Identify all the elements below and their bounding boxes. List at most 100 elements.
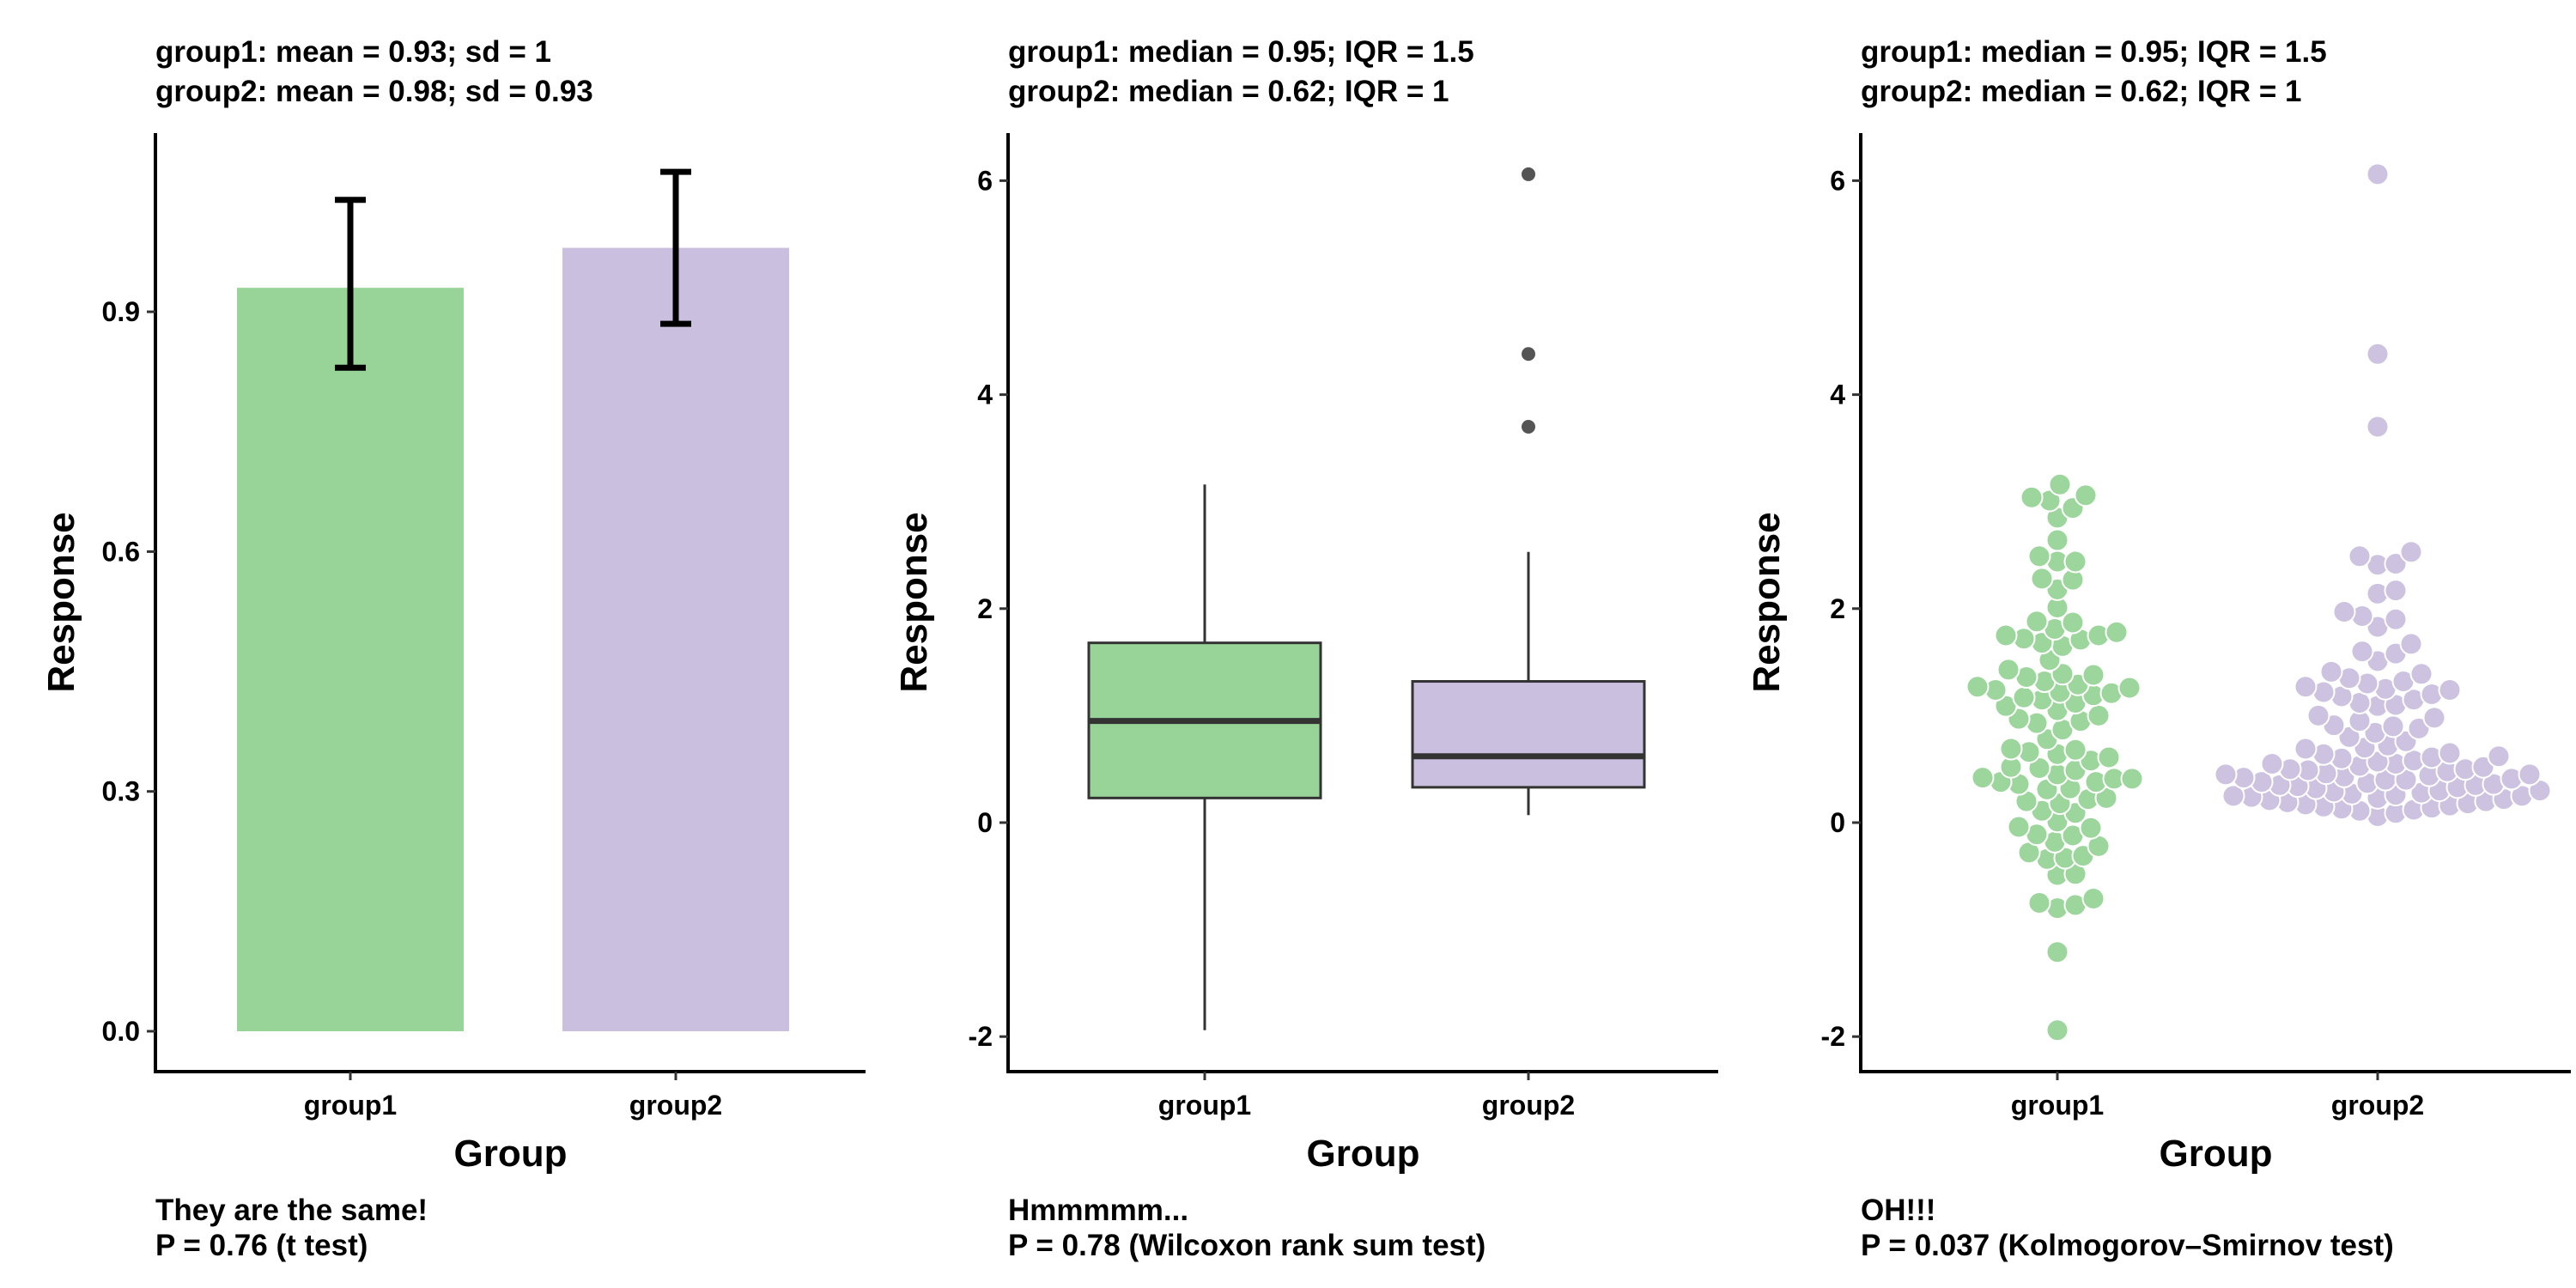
y-tick-label: 4 xyxy=(1830,380,1845,410)
data-point-group2 xyxy=(2306,703,2330,727)
data-point-group1 xyxy=(2020,485,2044,509)
data-point-group1 xyxy=(1999,737,2023,761)
caption-line: P = 0.037 (Kolmogorov–Smirnov test) xyxy=(1861,1229,2394,1262)
x-tick-label: group1 xyxy=(2011,1090,2104,1121)
data-point-group2 xyxy=(2350,640,2374,664)
panel-title-line: group1: median = 0.95; IQR = 1.5 xyxy=(1861,35,2327,69)
data-point-group2 xyxy=(2384,579,2408,603)
caption-line: They are the same! xyxy=(155,1194,428,1227)
data-point-group1 xyxy=(2120,767,2144,791)
data-point-group2 xyxy=(2399,540,2423,564)
caption-line: P = 0.78 (Wilcoxon rank sum test) xyxy=(1008,1229,1485,1262)
data-point-group1 xyxy=(2074,483,2098,507)
error-bar-group1 xyxy=(335,197,366,371)
data-point-group1 xyxy=(2048,472,2072,496)
y-tick-label: 0 xyxy=(977,807,993,838)
y-axis-title: Response xyxy=(40,512,82,692)
data-point-group1 xyxy=(2097,745,2121,769)
y-tick-label: 2 xyxy=(977,593,993,624)
x-axis-title: Group xyxy=(1307,1133,1420,1175)
data-point-group2 xyxy=(2399,632,2423,656)
data-point-group1 xyxy=(2007,815,2031,839)
y-tick-label: 6 xyxy=(1830,165,1845,196)
data-point-group1 xyxy=(2012,685,2036,709)
data-point-group1 xyxy=(2027,756,2051,780)
outlier-point xyxy=(1522,347,1535,361)
panel-1: group1: mean = 0.93; sd = 1 group2: mean … xyxy=(40,35,866,1262)
bar-group1 xyxy=(237,288,464,1031)
data-point-group1 xyxy=(2063,550,2087,574)
data-point-group2 xyxy=(2221,784,2245,808)
data-point-group2 xyxy=(2293,675,2318,699)
data-point-group1 xyxy=(2079,816,2103,840)
y-axis-title: Response xyxy=(893,512,935,692)
y-tick-label: 0.3 xyxy=(102,776,140,807)
box-group2 xyxy=(1411,680,1646,789)
data-point-group2 xyxy=(2214,762,2238,787)
data-point-group1 xyxy=(2045,940,2069,964)
panel-2: group1: median = 0.95; IQR = 1.5 group2: … xyxy=(893,35,1718,1262)
caption-line: OH!!! xyxy=(1861,1194,1935,1227)
panel-3: group1: median = 0.95; IQR = 1.5 group2: … xyxy=(1746,35,2571,1262)
y-tick-label: 0.6 xyxy=(102,536,140,567)
data-point-group1 xyxy=(2030,567,2054,591)
x-tick-label: group2 xyxy=(629,1090,722,1121)
data-point-group2 xyxy=(2337,725,2361,749)
x-tick-label: group1 xyxy=(1158,1090,1251,1121)
data-point-group2 xyxy=(2366,162,2390,186)
y-tick-label: 0.0 xyxy=(102,1016,140,1047)
y-axis-title: Response xyxy=(1746,512,1788,692)
data-point-group2 xyxy=(2348,544,2372,568)
y-tick-label: 2 xyxy=(1830,593,1845,624)
panel-title-line: group2: median = 0.62; IQR = 1 xyxy=(1008,75,1449,108)
bar-group2 xyxy=(562,247,789,1031)
data-point-group2 xyxy=(2260,751,2284,775)
data-point-group1 xyxy=(2105,620,2129,644)
y-tick-label: -2 xyxy=(1821,1021,1845,1052)
y-tick-label: 0.9 xyxy=(102,296,140,327)
data-point-group1 xyxy=(2081,886,2105,910)
y-tick-label: -2 xyxy=(969,1021,993,1052)
x-tick-label: group2 xyxy=(1482,1090,1575,1121)
data-point-group2 xyxy=(2438,741,2462,765)
data-point-group2 xyxy=(2422,706,2446,730)
data-point-group1 xyxy=(1996,658,2020,682)
panel-title-line: group2: mean = 0.98; sd = 0.93 xyxy=(155,75,593,108)
data-point-group1 xyxy=(1994,623,2018,647)
data-point-group1 xyxy=(1971,766,1995,790)
y-tick-label: 6 xyxy=(977,165,993,196)
caption-line: Hmmmmm... xyxy=(1008,1194,1188,1227)
error-bar-group2 xyxy=(660,168,691,327)
data-point-group2 xyxy=(2518,762,2542,787)
x-tick-label: group2 xyxy=(2331,1090,2424,1121)
data-point-group2 xyxy=(2293,737,2318,761)
outlier-point xyxy=(1522,419,1535,434)
x-tick-label: group1 xyxy=(304,1090,397,1121)
data-point-group1 xyxy=(2025,610,2049,634)
data-point-group1 xyxy=(2063,738,2087,762)
data-point-group1 xyxy=(2027,544,2051,568)
data-point-group2 xyxy=(2366,415,2390,439)
x-axis-title: Group xyxy=(2160,1133,2273,1175)
panel-title-line: group1: mean = 0.93; sd = 1 xyxy=(155,35,551,69)
data-point-group2 xyxy=(2381,714,2405,738)
data-point-group1 xyxy=(2045,528,2069,552)
data-point-group2 xyxy=(2384,607,2408,631)
data-point-group1 xyxy=(2081,663,2105,687)
data-point-group2 xyxy=(2438,677,2462,702)
data-point-group2 xyxy=(2528,779,2552,803)
data-point-group1 xyxy=(2045,1018,2069,1042)
data-point-group2 xyxy=(2366,342,2390,366)
y-tick-label: 4 xyxy=(977,380,993,410)
caption-line: P = 0.76 (t test) xyxy=(155,1229,368,1262)
data-point-group2 xyxy=(2319,659,2343,683)
data-point-group1 xyxy=(1965,675,1990,699)
data-point-group2 xyxy=(2384,551,2408,575)
data-point-group2 xyxy=(2487,744,2511,769)
outlier-point xyxy=(1522,167,1535,181)
data-point-group2 xyxy=(2332,600,2356,624)
data-point-group1 xyxy=(2117,676,2142,700)
data-point-group2 xyxy=(2409,662,2433,686)
panel-title-line: group2: median = 0.62; IQR = 1 xyxy=(1861,75,2301,108)
